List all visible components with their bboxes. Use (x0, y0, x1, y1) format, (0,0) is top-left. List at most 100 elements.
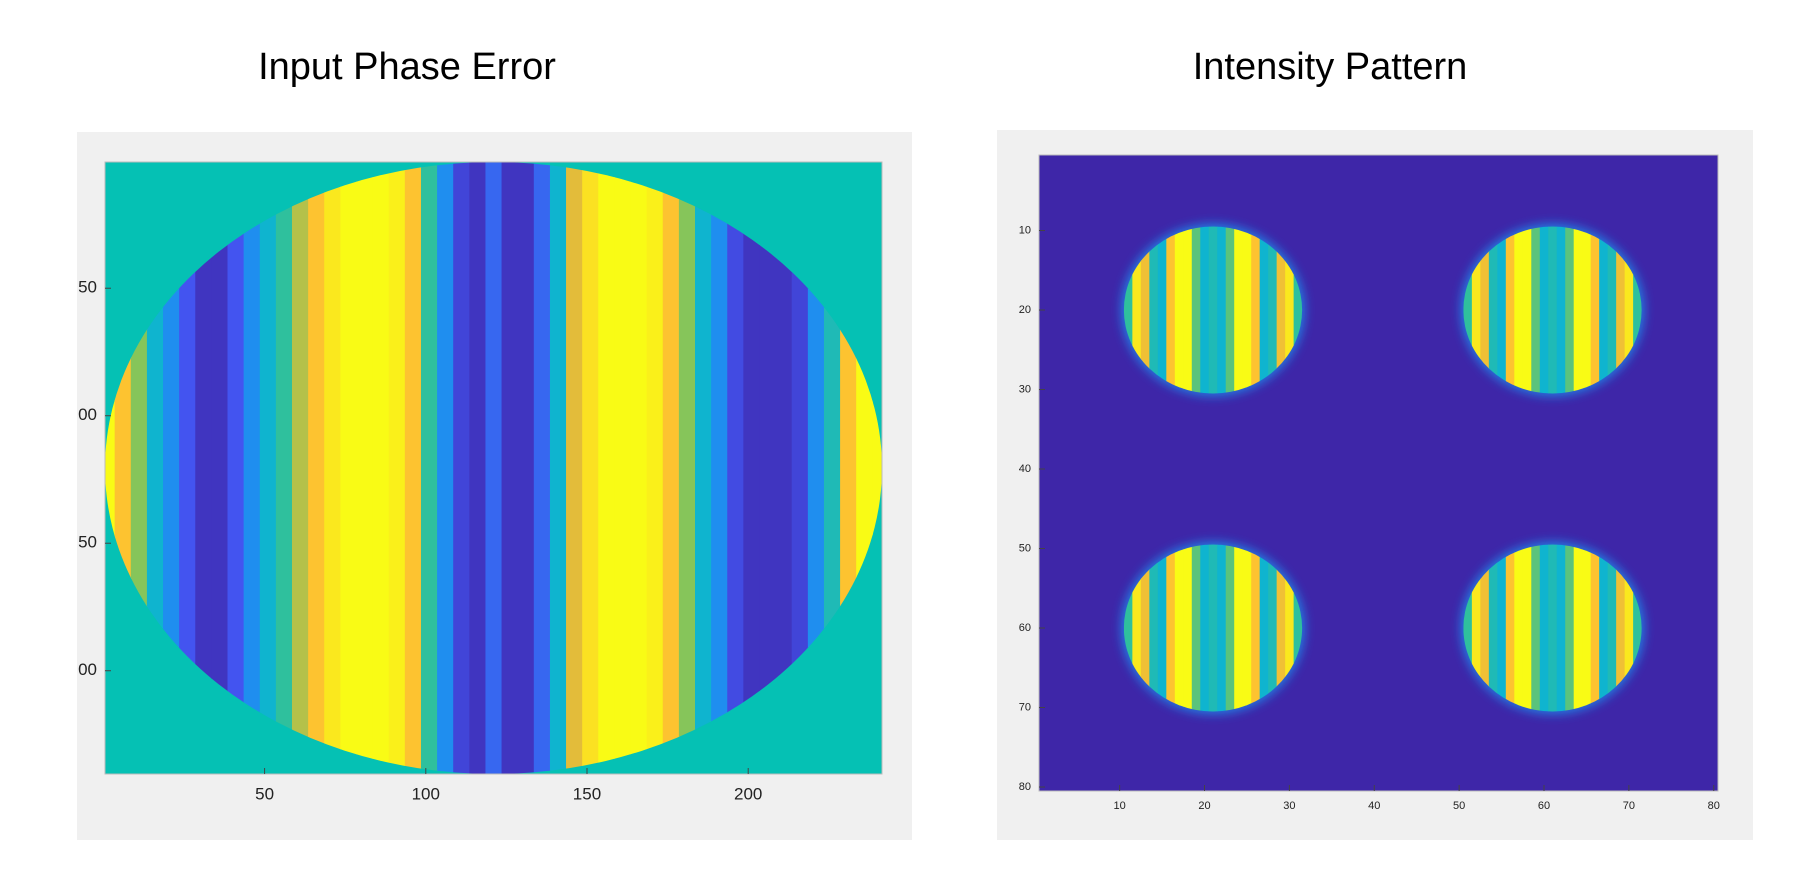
spot (1460, 541, 1645, 715)
intensity-column (1191, 226, 1201, 394)
intensity-column (1522, 226, 1532, 394)
intensity-column (1480, 544, 1490, 712)
phase-column (582, 162, 599, 774)
phase-column (275, 162, 293, 774)
intensity-column (1599, 544, 1609, 712)
phase-column (388, 162, 406, 774)
intensity-column (1251, 544, 1261, 712)
phase-column (243, 162, 261, 774)
intensity-column (1616, 544, 1626, 712)
phase-column (163, 162, 180, 774)
intensity-column (1234, 544, 1244, 712)
intensity-column (1548, 226, 1558, 394)
phase-column (695, 162, 712, 774)
y-tick-label: 80 (1019, 781, 1031, 793)
intensity-column (1183, 544, 1193, 712)
intensity-column (1149, 544, 1159, 712)
spot-columns (1123, 544, 1303, 712)
intensity-column (1633, 226, 1642, 394)
phase-column (501, 162, 519, 774)
intensity-column (1633, 544, 1642, 712)
intensity-column (1488, 544, 1498, 712)
intensity-column (1208, 226, 1218, 394)
phase-column (533, 162, 551, 774)
phase-column (372, 162, 390, 774)
phase-column (291, 162, 309, 774)
intensity-column (1259, 544, 1269, 712)
intensity-column (1497, 226, 1507, 394)
phase-column (259, 162, 277, 774)
y-tick-label: 00 (78, 660, 97, 679)
plot-area (1039, 155, 1718, 791)
intensity-column (1497, 544, 1507, 712)
intensity-column (1157, 544, 1167, 712)
intensity-column (1293, 544, 1303, 712)
intensity-column (1607, 226, 1617, 394)
intensity-column (1514, 544, 1524, 712)
phase-column (662, 162, 680, 774)
phase-column (727, 162, 744, 774)
phase-column (195, 162, 212, 774)
intensity-column (1590, 544, 1600, 712)
phase-column (630, 162, 648, 774)
intensity-column (1531, 544, 1541, 712)
intensity-column (1565, 544, 1575, 712)
intensity-column (1123, 226, 1133, 394)
spot-columns (1463, 226, 1642, 394)
phase-column (105, 162, 116, 774)
x-tick-label: 20 (1198, 800, 1210, 812)
intensity-column (1548, 544, 1558, 712)
intensity-column (1208, 544, 1218, 712)
intensity-column (1217, 544, 1227, 712)
intensity-column (1471, 226, 1481, 394)
intensity-column (1149, 226, 1159, 394)
phase-column (437, 162, 454, 774)
intensity-column (1285, 544, 1295, 712)
intensity-column (1539, 226, 1549, 394)
phase-column (549, 162, 567, 774)
intensity-column (1242, 226, 1252, 394)
x-tick-label: 50 (255, 784, 274, 803)
y-tick-label: 50 (78, 533, 97, 552)
y-tick-label: 40 (1019, 463, 1031, 475)
phase-column (308, 162, 325, 774)
axes-box (104, 161, 883, 775)
intensity-column (1225, 226, 1235, 394)
phase-column (807, 162, 825, 774)
intensity-column (1480, 226, 1490, 394)
phase-column (404, 162, 422, 774)
phase-column (179, 162, 196, 774)
intensity-column (1505, 226, 1515, 394)
phase-column (517, 162, 535, 774)
panel-title: Input Phase Error (258, 46, 556, 88)
x-tick-label: 50 (1453, 800, 1465, 812)
intensity-column (1616, 226, 1626, 394)
y-tick-label: 50 (78, 278, 97, 297)
phase-column (743, 162, 761, 774)
intensity-column (1174, 544, 1184, 712)
intensity-column (1463, 226, 1473, 394)
intensity-column (1174, 226, 1184, 394)
intensity-column (1590, 226, 1600, 394)
intensity-column (1276, 226, 1286, 394)
phase-column (420, 162, 438, 774)
intensity-column (1607, 544, 1617, 712)
x-tick-label: 150 (573, 784, 601, 803)
phase-column (614, 162, 632, 774)
intensity-column (1217, 226, 1227, 394)
y-tick-label: 60 (1019, 622, 1031, 634)
intensity-column (1259, 226, 1269, 394)
phase-column (340, 162, 358, 774)
y-tick-label: 30 (1019, 383, 1031, 395)
x-tick-label: 70 (1623, 800, 1635, 812)
intensity-column (1123, 544, 1133, 712)
spot (1120, 541, 1306, 715)
phase-column (227, 162, 245, 774)
intensity-column (1539, 544, 1549, 712)
spot (1120, 223, 1306, 397)
intensity-column (1268, 226, 1278, 394)
phase-column (485, 162, 503, 774)
intensity-column (1200, 544, 1210, 712)
intensity-column (1556, 226, 1566, 394)
